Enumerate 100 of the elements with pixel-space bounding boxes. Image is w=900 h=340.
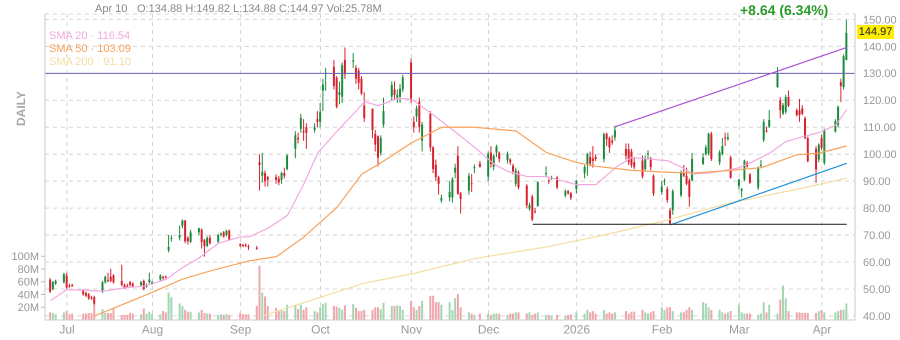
- bar: [104, 312, 106, 320]
- bar: [820, 310, 823, 320]
- bar: [672, 311, 674, 320]
- y2-tick-label: 60M: [18, 276, 39, 289]
- candlestick: [779, 96, 782, 119]
- bar: [765, 312, 768, 320]
- bar: [421, 300, 424, 320]
- bar: [316, 312, 318, 320]
- candlestick: [815, 146, 818, 184]
- annotation: +8.64 (6.34%): [740, 2, 828, 18]
- candlestick: [448, 180, 451, 202]
- y-tick-label: 70.00: [863, 230, 891, 242]
- bar: [664, 310, 666, 320]
- bar: [390, 306, 393, 320]
- candlestick: [49, 278, 52, 294]
- bar: [184, 310, 186, 320]
- bar: [360, 311, 362, 320]
- bar: [514, 312, 517, 320]
- bar: [52, 312, 54, 320]
- bar: [586, 310, 588, 320]
- bar: [106, 312, 109, 320]
- bar: [834, 312, 836, 320]
- candlestick: [672, 188, 674, 216]
- bar: [776, 314, 778, 320]
- candlestick: [514, 167, 517, 188]
- bar: [526, 314, 528, 320]
- bar: [84, 314, 87, 320]
- bar: [112, 308, 114, 320]
- y-tick-label: 60.00: [863, 256, 891, 269]
- candlestick: [258, 154, 261, 192]
- candlestick: [506, 151, 508, 164]
- bar: [746, 314, 748, 320]
- bar: [536, 312, 539, 320]
- y-tick-label: 120.00: [863, 95, 897, 108]
- bar: [641, 310, 644, 320]
- candlestick: [314, 122, 316, 134]
- bar: [768, 304, 770, 320]
- candlestick: [286, 154, 288, 171]
- bar: [429, 296, 432, 320]
- candlestick: [512, 163, 514, 175]
- candlestick: [724, 132, 726, 147]
- bar: [796, 312, 798, 320]
- bar: [394, 306, 396, 320]
- candlestick: [120, 264, 123, 287]
- y2-tick-label: 20M: [18, 302, 39, 314]
- candlestick: [487, 151, 490, 182]
- y-tick-label: 130.00: [863, 68, 897, 80]
- bar: [258, 266, 261, 320]
- bar: [148, 312, 150, 320]
- bar: [358, 311, 360, 320]
- bar: [432, 296, 434, 320]
- bar: [164, 312, 167, 320]
- bar: [721, 312, 724, 320]
- bar: [686, 310, 688, 320]
- candlestick: [641, 155, 644, 179]
- candlestick: [382, 97, 384, 128]
- bar: [336, 306, 338, 320]
- bar: [575, 312, 578, 320]
- y-tick-label: 110.00: [863, 122, 896, 134]
- bar: [518, 312, 520, 320]
- bar: [669, 307, 672, 320]
- candlestick: [316, 110, 318, 128]
- bar: [592, 311, 594, 320]
- x-tick-label: Feb: [652, 322, 673, 337]
- bar: [198, 312, 200, 320]
- text: SMA 50 · 103.09: [49, 43, 131, 56]
- candlestick: [608, 136, 610, 154]
- bar: [264, 296, 266, 320]
- candlestick: [280, 171, 283, 184]
- bar: [691, 310, 694, 320]
- candlestick: [498, 151, 500, 163]
- bar: [724, 314, 726, 320]
- candlestick: [148, 272, 150, 284]
- candlestick: [184, 219, 186, 244]
- bar: [354, 308, 357, 320]
- bar: [718, 310, 721, 320]
- bar: [682, 312, 685, 320]
- bar: [200, 310, 203, 320]
- candlestick: [614, 125, 616, 142]
- bar: [738, 304, 740, 320]
- bar: [374, 307, 376, 320]
- bar: [278, 311, 280, 320]
- bar: [584, 314, 586, 320]
- candlestick: [110, 268, 112, 283]
- bar: [509, 314, 512, 320]
- y2-tick-label: 80M: [18, 264, 39, 276]
- y-tick-label: 100.00: [863, 149, 897, 162]
- bar: [650, 312, 652, 320]
- bar: [708, 307, 710, 320]
- candlestick: [788, 90, 790, 108]
- bar: [804, 312, 806, 320]
- bar: [146, 314, 148, 320]
- bar: [332, 306, 335, 320]
- y-tick-label: 140.00: [863, 41, 897, 54]
- candlestick: [266, 175, 269, 188]
- bar: [186, 312, 189, 320]
- bar: [162, 311, 164, 320]
- bar: [823, 312, 826, 320]
- bar: [440, 304, 442, 320]
- annotation: O:134.88 H:149.82 L:134.88 C:144.97 Vol:25.78M: [137, 3, 382, 15]
